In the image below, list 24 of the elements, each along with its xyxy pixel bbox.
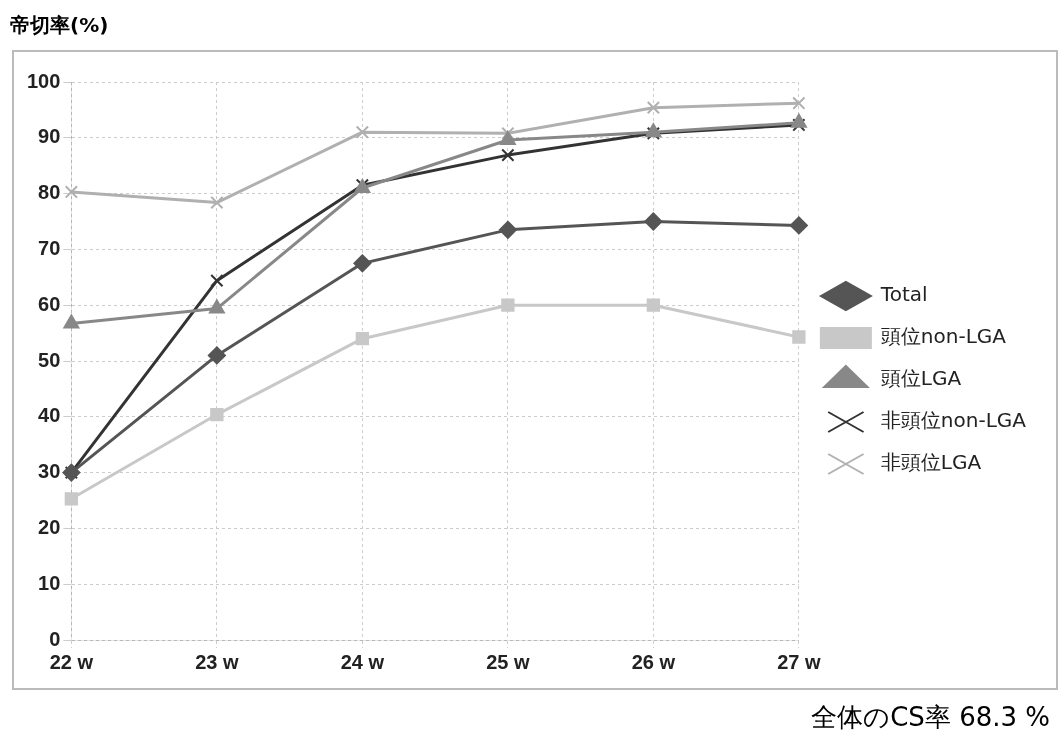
- x-tick-label: 26 w: [631, 650, 676, 673]
- y-tick-label: 80: [38, 181, 61, 204]
- y-tick-label: 40: [38, 404, 61, 427]
- x-tick-label: 25 w: [486, 650, 530, 673]
- x-tick-label: 24 w: [340, 650, 385, 673]
- y-tick-label: 60: [38, 292, 61, 315]
- legend-label: 頭位non-LGA: [880, 324, 1007, 349]
- y-tick-label: 30: [38, 460, 61, 483]
- y-tick-label: 70: [38, 236, 61, 259]
- legend-label: 非頭位non-LGA: [880, 408, 1027, 433]
- legend-label: Total: [879, 282, 928, 307]
- legend-label: 頭位LGA: [880, 366, 962, 391]
- y-axis-title: 帝切率(%): [10, 12, 109, 39]
- y-tick-label: 100: [26, 69, 61, 92]
- y-tick-label: 0: [49, 627, 61, 650]
- x-tick-label: 23 w: [195, 650, 239, 673]
- y-tick-label: 90: [38, 125, 61, 148]
- y-tick-label: 20: [38, 515, 61, 538]
- y-tick-label: 50: [38, 348, 61, 371]
- legend-label: 非頭位LGA: [880, 450, 982, 475]
- x-tick-label: 22 w: [49, 650, 94, 673]
- text: 全体のCS率 68.3 %: [811, 701, 1050, 734]
- y-tick-label: 10: [38, 571, 61, 594]
- x-tick-label: 27 w: [777, 650, 821, 673]
